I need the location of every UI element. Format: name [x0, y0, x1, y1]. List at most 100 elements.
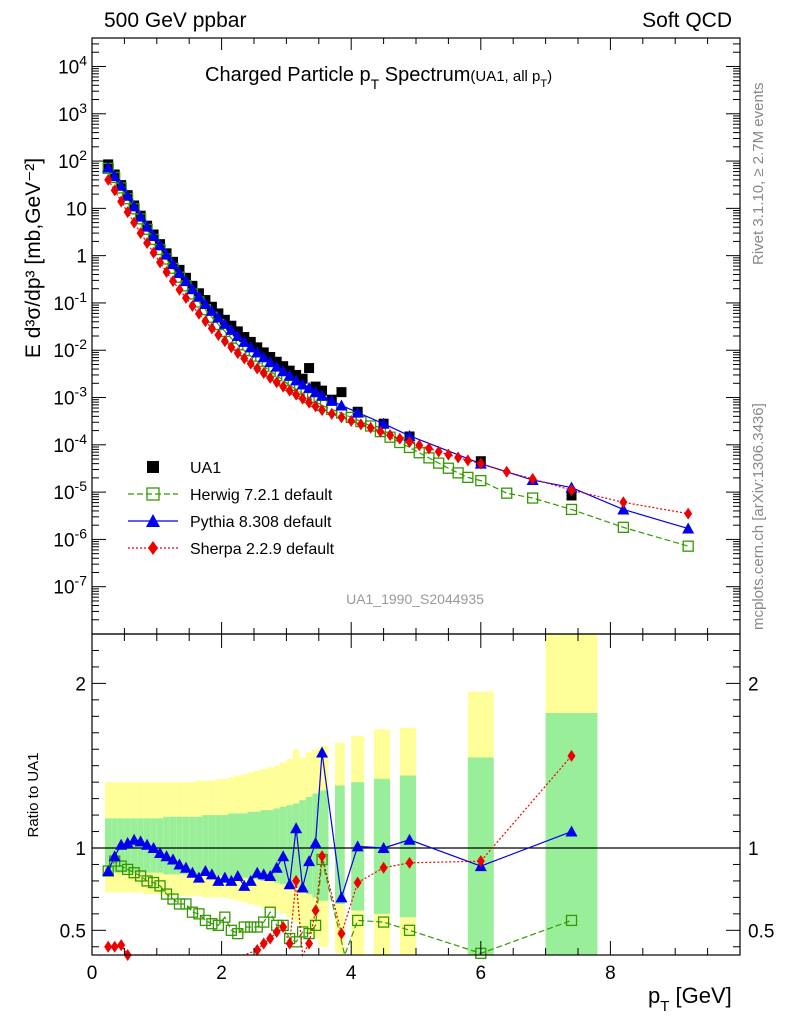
- ratio-point-pythia: [403, 833, 416, 845]
- point-sherpa: [386, 429, 395, 442]
- point-sherpa: [327, 407, 336, 420]
- legend-label: Herwig 7.2.1 default: [190, 487, 333, 504]
- rivet-label: Rivet 3.1.10, ≥ 2.7M events: [750, 83, 767, 266]
- point-sherpa: [311, 400, 320, 413]
- y-axis-label-top: E d³σ/dp³ [mb,GeV⁻²]: [22, 158, 45, 358]
- point-pythia: [199, 297, 212, 309]
- y-tick-base: 10: [53, 483, 74, 504]
- ratio-point-pythia: [309, 837, 322, 849]
- point-pythia: [377, 417, 390, 429]
- point-sherpa: [266, 371, 275, 384]
- ratio-point-herwig: [352, 914, 364, 927]
- x-label-unit: [GeV]: [669, 983, 731, 1008]
- y-tick-base: 10: [58, 57, 79, 78]
- point-sherpa: [347, 414, 356, 427]
- ratio-point-herwig: [296, 926, 309, 938]
- point-sherpa: [337, 411, 346, 424]
- ratio-point-sherpa: [279, 921, 288, 934]
- point-pythia: [257, 351, 270, 363]
- y-tick-label: 1: [76, 247, 87, 268]
- band-green: [292, 803, 300, 888]
- point-pythia: [244, 341, 257, 353]
- ratio-point-pythia: [264, 869, 277, 881]
- ratio-point-sherpa: [117, 939, 126, 952]
- ratio-point-pythia: [134, 835, 147, 847]
- ratio-point-pythia: [316, 746, 329, 758]
- legend-label: Sherpa 2.2.9 default: [190, 541, 335, 558]
- y-tick-label: 10-2: [53, 336, 87, 362]
- ratio-point-herwig: [258, 916, 270, 928]
- band-green: [176, 816, 183, 875]
- point-sherpa: [528, 472, 537, 485]
- ratio-point-pythia: [244, 874, 257, 886]
- point-pythia: [283, 369, 296, 381]
- ratio-point-pythia: [192, 871, 205, 883]
- ratio-point-herwig: [377, 916, 390, 928]
- point-pythia: [225, 323, 238, 335]
- y-tick-exp: -6: [75, 525, 88, 541]
- point-sherpa: [130, 216, 139, 229]
- ratio-point-herwig: [199, 914, 212, 927]
- band-green: [195, 816, 203, 875]
- point-sherpa: [227, 341, 236, 354]
- point-sherpa: [424, 442, 433, 455]
- point-herwig: [617, 521, 630, 533]
- point-pythia: [238, 335, 251, 347]
- point-sherpa: [149, 246, 158, 259]
- band-green: [221, 815, 229, 876]
- point-herwig: [501, 487, 513, 499]
- y-tick-exp: -5: [75, 478, 88, 494]
- point-pythia: [296, 378, 309, 390]
- band-green: [169, 816, 177, 875]
- ratio-point-pythia: [141, 838, 154, 850]
- ratio-point-pythia: [102, 865, 115, 877]
- y-tick-base: 10: [53, 530, 74, 551]
- y-tick-label: 102: [58, 147, 87, 173]
- point-pythia: [316, 389, 329, 401]
- header-left: 500 GeV ppbar: [104, 9, 246, 32]
- point-sherpa: [259, 367, 268, 380]
- y-tick-label: 10-4: [53, 431, 87, 457]
- y-tick-base: 10: [53, 389, 74, 410]
- point-ua1: [336, 387, 347, 398]
- point-pythia: [212, 311, 225, 323]
- point-pythia: [351, 406, 364, 418]
- point-sherpa: [318, 404, 327, 417]
- point-pythia: [231, 330, 244, 341]
- point-sherpa: [194, 307, 203, 320]
- ratio-point-sherpa: [337, 927, 346, 940]
- y-tick-base: 10: [53, 436, 74, 457]
- y-tick-label: 10-5: [53, 478, 87, 504]
- x-label-main: p: [648, 983, 660, 1008]
- point-pythia: [192, 290, 205, 302]
- ratio-point-pythia: [108, 850, 121, 862]
- band-green: [182, 816, 190, 875]
- point-sherpa: [104, 173, 113, 186]
- point-sherpa: [117, 195, 126, 208]
- band-green: [266, 810, 274, 881]
- ratio-point-pythia: [179, 861, 192, 873]
- band-green: [202, 815, 209, 876]
- ratio-point-pythia: [231, 869, 244, 881]
- ratio-point-pythia: [283, 878, 296, 890]
- ratio-point-pythia: [212, 874, 225, 886]
- ratio-point-pythia: [277, 850, 290, 862]
- ratio-point-pythia: [290, 822, 303, 834]
- point-herwig: [452, 467, 464, 479]
- ratio-point-herwig: [309, 919, 322, 932]
- band-green: [228, 813, 235, 878]
- ratio-point-pythia: [160, 850, 173, 862]
- watermark: UA1_1990_S2044935: [346, 591, 484, 607]
- y-tick-base: 10: [53, 578, 74, 599]
- point-sherpa: [169, 275, 177, 288]
- x-label-sub: T: [660, 998, 669, 1015]
- point-sherpa: [214, 328, 223, 341]
- ratio-point-herwig: [565, 914, 578, 927]
- point-sherpa: [444, 448, 453, 461]
- x-tick-label: 0: [87, 963, 98, 984]
- point-sherpa: [272, 376, 281, 389]
- band-green: [305, 796, 313, 895]
- point-sherpa: [207, 322, 216, 335]
- point-pythia: [115, 179, 128, 191]
